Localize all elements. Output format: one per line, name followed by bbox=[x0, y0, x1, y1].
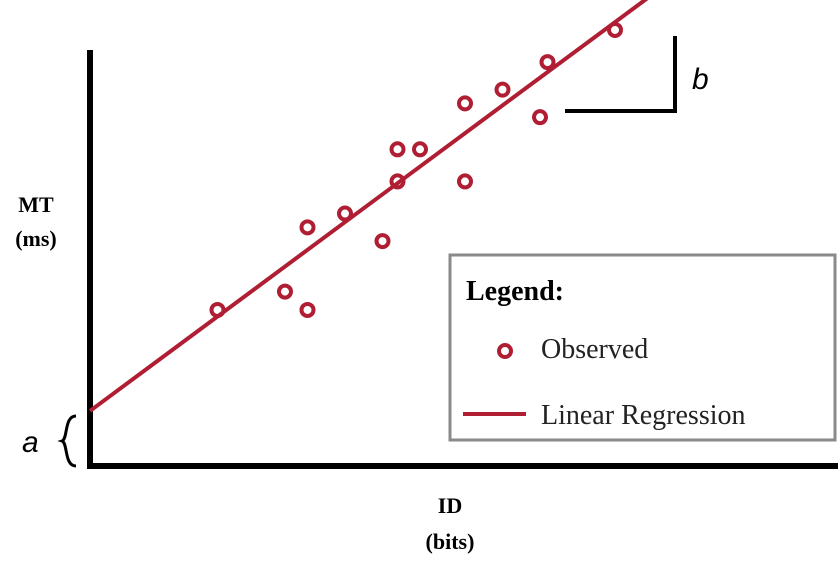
legend: Legend: Observed Linear Regression bbox=[448, 253, 837, 442]
intercept-label: a bbox=[22, 426, 39, 459]
observed-point-10 bbox=[457, 173, 473, 190]
observed-point-14 bbox=[539, 54, 556, 71]
observed-point-8 bbox=[389, 141, 406, 158]
observed-point-3 bbox=[299, 301, 316, 318]
x-axis-label-line2: (bits) bbox=[426, 529, 475, 554]
observed-point-6 bbox=[374, 233, 391, 250]
observed-point-1 bbox=[209, 301, 226, 318]
legend-observed-marker bbox=[497, 343, 513, 359]
x-axis-label-line1: ID bbox=[438, 493, 462, 518]
observed-point-7 bbox=[389, 173, 406, 190]
legend-title: Legend: bbox=[466, 276, 564, 307]
observed-point-12 bbox=[494, 81, 511, 98]
observed-point-5 bbox=[337, 205, 353, 222]
y-axis-label-line1: MT bbox=[18, 192, 54, 217]
observed-point-13 bbox=[532, 109, 548, 126]
observed-point-9 bbox=[412, 141, 428, 158]
legend-box bbox=[448, 253, 837, 442]
slope-label: b bbox=[692, 63, 709, 96]
slope-triangle bbox=[565, 36, 677, 113]
y-axis-label-line2: (ms) bbox=[15, 226, 57, 251]
observed-point-15 bbox=[607, 21, 623, 38]
legend-regression-label: Linear Regression bbox=[541, 400, 746, 431]
observed-point-2 bbox=[277, 283, 293, 300]
observed-point-4 bbox=[299, 219, 316, 236]
legend-observed-label: Observed bbox=[541, 334, 648, 365]
intercept-brace bbox=[57, 414, 77, 468]
observed-points bbox=[209, 21, 623, 318]
observed-point-11 bbox=[457, 95, 473, 112]
